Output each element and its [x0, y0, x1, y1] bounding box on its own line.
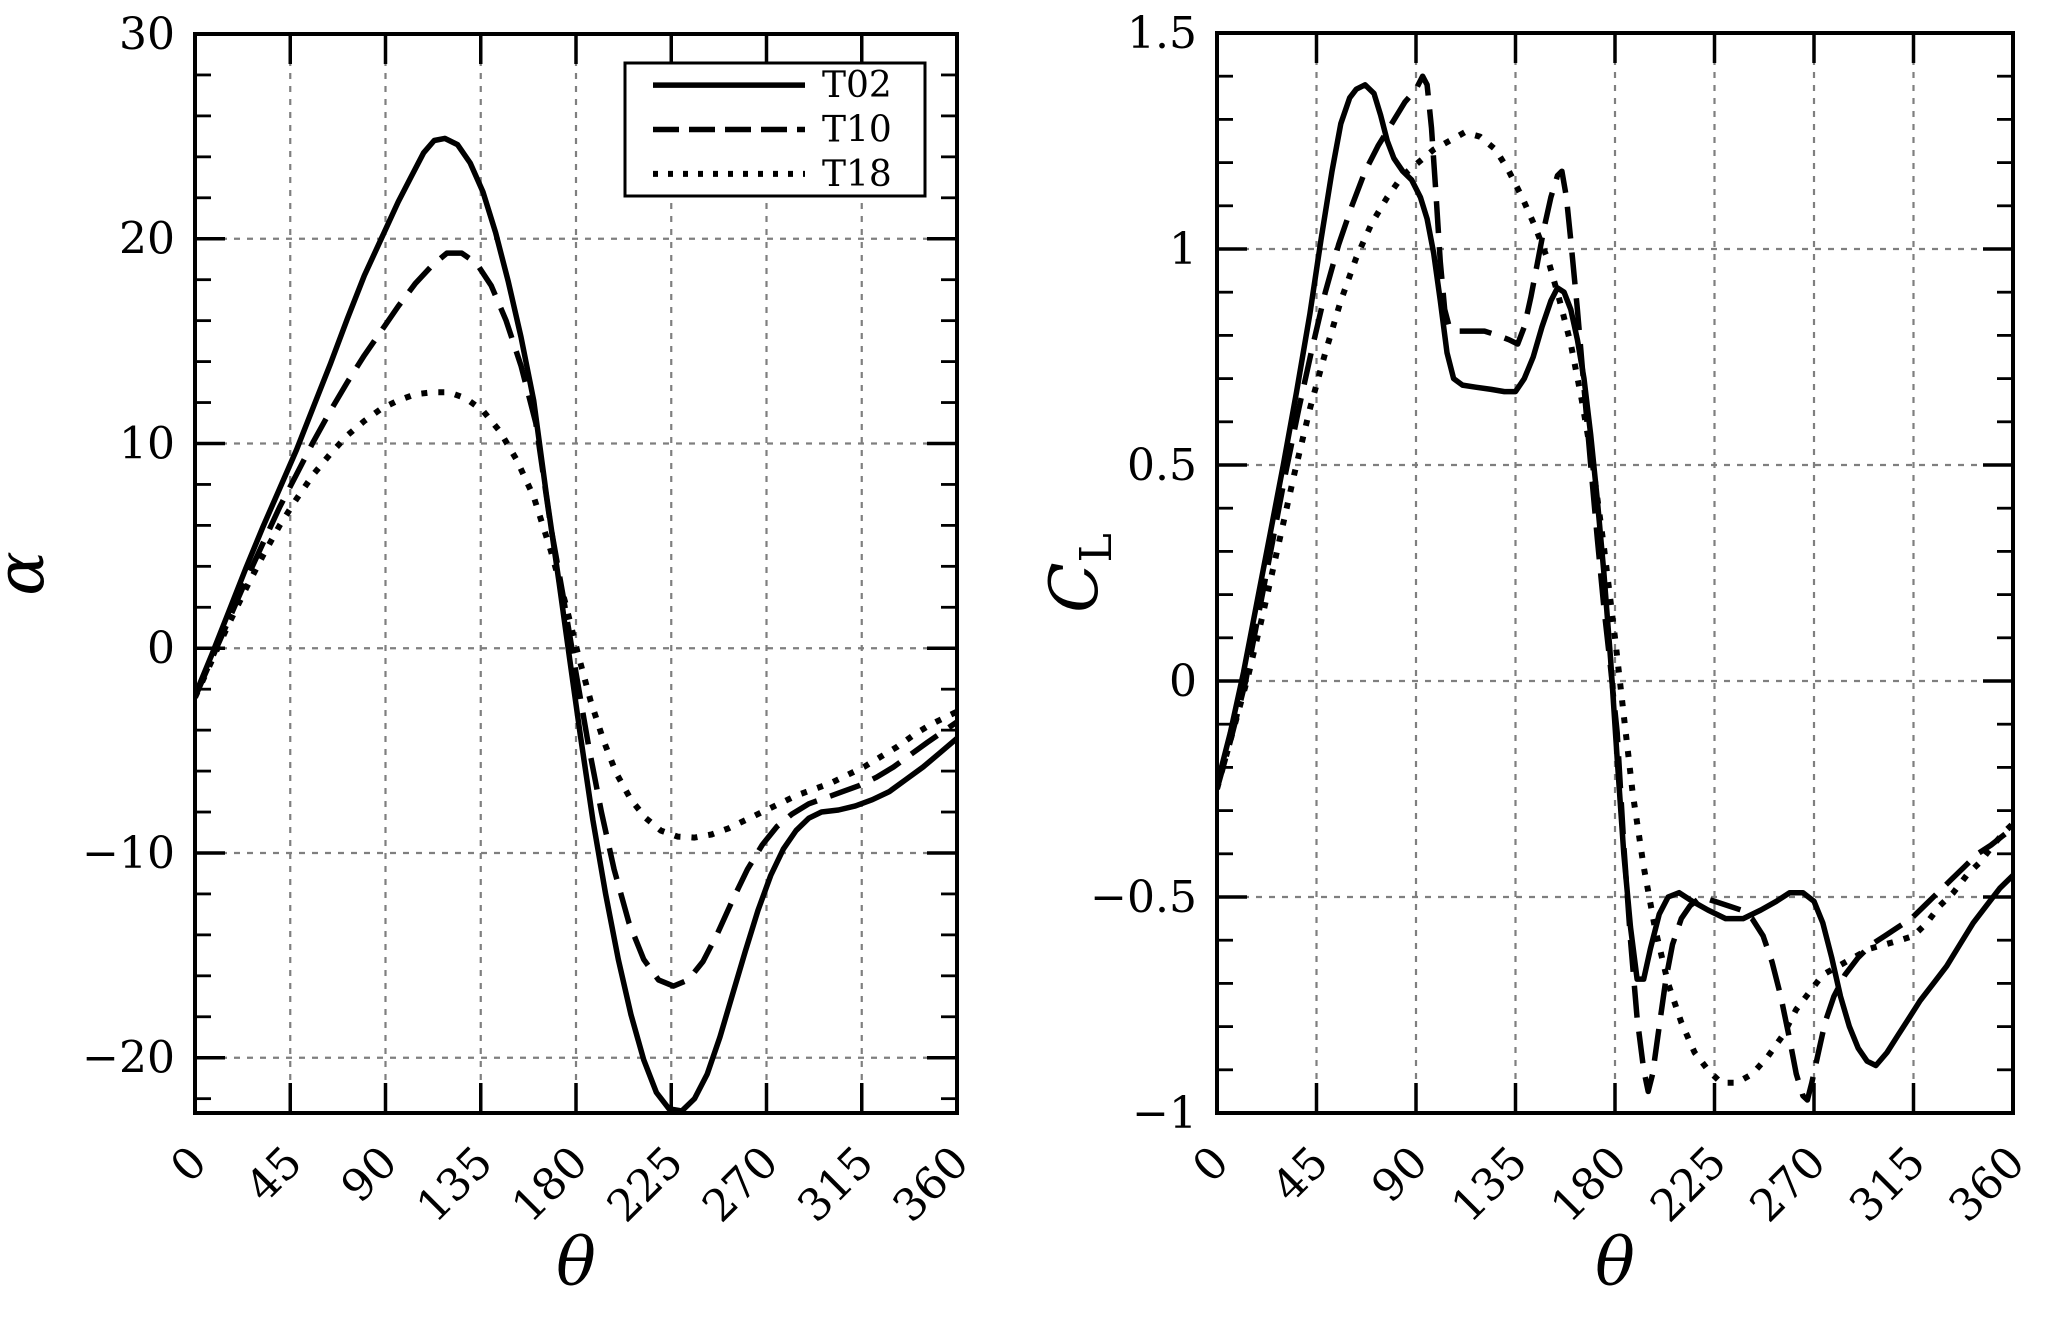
x-tick-label-270: 270: [1740, 1137, 1835, 1232]
y-tick-label-10: 10: [119, 418, 175, 469]
series-T10-line: [1217, 73, 2013, 1103]
x-axis-label: θ: [556, 1224, 596, 1301]
y-tick-label-−20: −20: [82, 1033, 175, 1084]
series: [195, 135, 957, 1113]
series-T10-line: [195, 250, 957, 989]
x-tick-label-360: 360: [1939, 1137, 2034, 1232]
y-tick-label-−10: −10: [82, 828, 175, 879]
ticks: [1215, 31, 2015, 1115]
x-tick-label-360: 360: [883, 1137, 978, 1232]
legend-label-T02: T02: [822, 65, 892, 106]
y-tick-label-0: 0: [1169, 656, 1197, 707]
series: [1217, 73, 2013, 1103]
x-tick-label-315: 315: [1840, 1137, 1935, 1232]
y-tick-label-1: 1: [1169, 224, 1197, 275]
x-axis-label: θ: [1595, 1224, 1635, 1301]
ticks: [193, 32, 959, 1113]
gridlines: [1217, 33, 2013, 1113]
x-tick-label-180: 180: [1541, 1137, 1636, 1232]
y-axis-label: α: [0, 551, 59, 596]
tick-labels: 0 45 90 135 180 225 270 315 360 1.5 1 0.5 0 −0.5 −1: [1090, 8, 2035, 1232]
x-tick-label-315: 315: [788, 1137, 883, 1232]
x-tick-label-225: 225: [598, 1137, 693, 1232]
x-tick-label-135: 135: [1442, 1137, 1537, 1232]
x-tick-label-90: 90: [1362, 1137, 1438, 1213]
series-T02-line: [195, 135, 957, 1113]
series-T18-line: [195, 389, 957, 841]
y-tick-label-−1: −1: [1132, 1088, 1197, 1139]
x-tick-label-0: 0: [1183, 1137, 1239, 1193]
y-tick-label-30: 30: [119, 9, 175, 60]
y-tick-label-20: 20: [119, 214, 175, 265]
x-tick-label-0: 0: [161, 1137, 217, 1193]
legend-label-T18: T18: [822, 154, 892, 195]
x-tick-label-180: 180: [502, 1137, 597, 1232]
series-T18-line: [1217, 129, 2013, 1086]
x-tick-label-135: 135: [407, 1137, 502, 1232]
x-tick-label-45: 45: [1263, 1137, 1339, 1213]
x-tick-label-45: 45: [236, 1137, 312, 1213]
x-tick-label-225: 225: [1641, 1137, 1736, 1232]
legend-label-T10: T10: [822, 110, 892, 151]
y-tick-label-0: 0: [147, 623, 175, 674]
x-tick-label-270: 270: [693, 1137, 788, 1232]
x-tick-label-90: 90: [332, 1137, 408, 1213]
y-tick-label-−0.5: −0.5: [1090, 872, 1197, 923]
y-axis-label: CL: [1036, 533, 1122, 613]
y-tick-label-0.5: 0.5: [1127, 440, 1197, 491]
y-tick-label-1.5: 1.5: [1127, 8, 1197, 59]
cl-vs-theta-chart: 0 45 90 135 180 225 270 315 360 1.5 1 0.5 0 −0.5 −1 θ CL: [1036, 8, 2035, 1301]
